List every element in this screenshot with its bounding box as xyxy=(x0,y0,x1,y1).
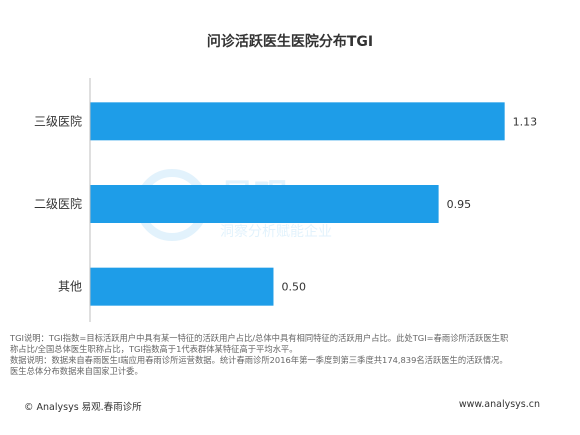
chart-title: 问诊活跃医生医院分布TGI xyxy=(207,33,373,50)
tgi-bar-chart: 问诊活跃医生医院分布TGI 三级医院 1.13 二级医院 0.95 其他 0.50 xyxy=(34,33,538,322)
bar-3 xyxy=(90,267,274,306)
category-label-3: 其他 xyxy=(58,280,82,294)
value-label-2: 0.95 xyxy=(447,198,472,211)
note-line-1: TGI说明：TGI指数=目标活跃用户中具有某一特征的活跃用户占比/总体中具有相同… xyxy=(10,333,509,343)
bars-group: 三级医院 1.13 二级医院 0.95 其他 0.50 xyxy=(34,102,538,306)
bar-2 xyxy=(90,185,439,223)
bar-1 xyxy=(90,102,505,141)
chart-notes: TGI说明：TGI指数=目标活跃用户中具有某一特征的活跃用户占比/总体中具有相同… xyxy=(10,333,570,377)
note-line-4: 医生总体分布数据来自国家卫计委。 xyxy=(10,366,143,376)
value-label-1: 1.13 xyxy=(513,115,538,128)
note-line-3: 数据说明：数据来自春雨医生I端应用春雨诊所运营数据。统计春雨诊所2016年第一季… xyxy=(10,355,508,365)
category-label-2: 二级医院 xyxy=(34,197,82,211)
footer-website: www.analysys.cn xyxy=(458,399,540,410)
footer-copyright: © Analysys 易观.春雨诊所 xyxy=(24,402,142,413)
note-line-2: 称占比/全国总体医生职称占比，TGI指数高于1代表群体某特征高于平均水平。 xyxy=(10,344,298,354)
category-label-1: 三级医院 xyxy=(34,114,82,128)
value-label-3: 0.50 xyxy=(281,281,306,294)
